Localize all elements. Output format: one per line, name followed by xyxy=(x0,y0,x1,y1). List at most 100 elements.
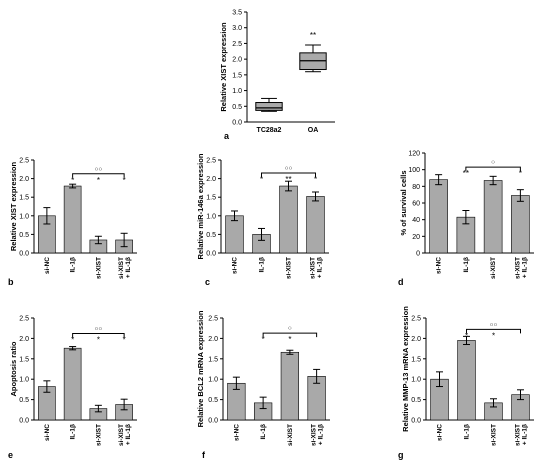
panel-label: a xyxy=(224,131,230,141)
panel-label: b xyxy=(8,277,14,287)
y-tick-label: 1.5 xyxy=(19,195,29,202)
x-tick-label-line: si-NC xyxy=(233,424,240,441)
y-tick-label: 20 xyxy=(412,234,420,241)
bar xyxy=(225,215,244,254)
x-tick-label: si-NC xyxy=(44,424,51,441)
significance-marker: * xyxy=(262,335,265,344)
significance-marker: * xyxy=(260,175,263,184)
x-tick-label: IL-1β xyxy=(70,257,77,273)
x-tick-label: si-NC xyxy=(436,257,443,274)
bar xyxy=(63,185,82,254)
y-tick-label: 1.5 xyxy=(411,356,421,363)
box-body xyxy=(255,102,283,111)
x-tick-label: TC28a2 xyxy=(257,127,282,134)
y-tick-label: 2.0 xyxy=(206,176,216,183)
comparison-bracket xyxy=(72,333,125,338)
y-tick-label: 1.0 xyxy=(232,88,242,95)
y-tick-label: 2.5 xyxy=(208,316,218,323)
x-tick-label-line: si-XIST xyxy=(490,257,497,279)
x-tick-label-line: + IL-1β xyxy=(521,257,528,278)
bar xyxy=(511,195,530,254)
x-tick-label: si-XIST+ IL-1β xyxy=(118,257,132,279)
y-tick-label: 0.5 xyxy=(232,104,242,111)
y-axis-label: Apoptosis ratio xyxy=(9,341,18,396)
y-tick-label: 0.0 xyxy=(206,251,216,258)
bracket-marker: ○○ xyxy=(94,166,102,173)
x-tick-label-line: si-NC xyxy=(437,424,444,441)
y-tick-label: 0.5 xyxy=(206,232,216,239)
x-tick-label: si-NC xyxy=(44,257,51,274)
significance-marker: * xyxy=(97,336,100,345)
bracket-marker: ○○ xyxy=(490,321,498,328)
y-tick-label: 2.0 xyxy=(411,336,421,343)
y-tick-label: 2.5 xyxy=(19,316,29,323)
x-tick-label-line: IL-1β xyxy=(464,424,471,440)
y-tick-label: 0.0 xyxy=(232,120,242,127)
significance-marker: * xyxy=(492,331,495,340)
y-tick-label: 100 xyxy=(408,167,420,174)
y-tick-label: 1.5 xyxy=(232,72,242,79)
x-tick-label: si-XIST xyxy=(95,257,102,279)
panel-a: 0.0 0.5 1.0 1.5 2.0 2.5 3.0 3.5 Relative XIST ex… xyxy=(219,10,335,141)
x-tick-label-line: si-XIST xyxy=(310,257,317,279)
comparison-bracket xyxy=(465,166,521,172)
x-tick-label: si-XIST+ IL-1β xyxy=(515,424,529,446)
x-tick-label-line: si-XIST xyxy=(515,424,522,446)
bar xyxy=(63,347,82,421)
y-axis-label: Relative XIST expression xyxy=(219,22,228,112)
x-tick-label: IL-1β xyxy=(464,424,471,440)
x-tick-label-line: si-XIST xyxy=(118,257,125,279)
panel-label: e xyxy=(8,450,13,460)
significance-marker: * xyxy=(288,335,291,344)
x-tick-label-line: + IL-1β xyxy=(522,424,529,445)
x-tick-label: si-XIST xyxy=(95,424,102,446)
y-tick-label: 2.0 xyxy=(232,57,242,64)
y-tick-label: 120 xyxy=(408,151,420,158)
x-tick-label-line: + IL-1β xyxy=(125,424,132,445)
y-axis-label: % of survival cells xyxy=(399,170,408,235)
bracket-marker: ○○ xyxy=(285,165,293,172)
x-tick-label-line: si-XIST xyxy=(491,424,498,446)
y-axis-label: Relative BCL2 mRNA expression xyxy=(196,310,205,427)
y-tick-label: 2.5 xyxy=(19,158,29,165)
bar xyxy=(279,185,298,254)
x-tick-label-line: IL-1β xyxy=(260,424,267,440)
x-tick-label: IL-1β xyxy=(70,424,77,440)
y-tick-label: 0.5 xyxy=(208,397,218,404)
y-tick-label: 0.5 xyxy=(19,397,29,404)
x-tick-label-line: si-NC xyxy=(44,424,51,441)
x-tick-label-line: IL-1β xyxy=(70,257,77,273)
bar xyxy=(457,340,476,421)
y-tick-label: 1.5 xyxy=(208,356,218,363)
bar xyxy=(483,180,503,254)
y-axis-label: Relative miR-146a expression xyxy=(196,153,205,259)
y-tick-label: 0.0 xyxy=(411,418,421,425)
x-tick-label-line: si-NC xyxy=(232,257,239,274)
y-tick-label: 1.0 xyxy=(19,377,29,384)
significance-marker: * xyxy=(314,175,317,184)
x-tick-label-line: si-XIST xyxy=(287,424,294,446)
x-tick-label: si-XIST xyxy=(286,257,293,279)
x-tick-label-line: si-XIST xyxy=(286,257,293,279)
y-tick-label: 2.0 xyxy=(208,336,218,343)
panel-e: 0.0 0.5 1.0 1.5 2.0 2.5 Apoptosis ratio e si-NC *… xyxy=(8,316,137,460)
x-tick-label-line: si-NC xyxy=(436,257,443,274)
y-tick-label: 0 xyxy=(416,251,420,258)
y-tick-label: 1.0 xyxy=(206,213,216,220)
x-tick-label: IL-1β xyxy=(463,257,470,273)
y-tick-label: 2.5 xyxy=(206,158,216,165)
comparison-bracket xyxy=(466,328,521,334)
y-tick-label: 2.0 xyxy=(19,176,29,183)
y-tick-label: 40 xyxy=(412,217,420,224)
y-tick-label: 0.0 xyxy=(19,418,29,425)
y-tick-label: 60 xyxy=(412,201,420,208)
panel-label: f xyxy=(202,450,206,460)
y-tick-label: 3.0 xyxy=(232,25,242,32)
x-tick-label: si-XIST xyxy=(490,257,497,279)
y-tick-label: 1.0 xyxy=(411,377,421,384)
significance-marker: ** xyxy=(285,175,291,184)
x-tick-label-line: si-XIST xyxy=(311,424,318,446)
x-tick-label-line: + IL-1β xyxy=(317,257,324,278)
